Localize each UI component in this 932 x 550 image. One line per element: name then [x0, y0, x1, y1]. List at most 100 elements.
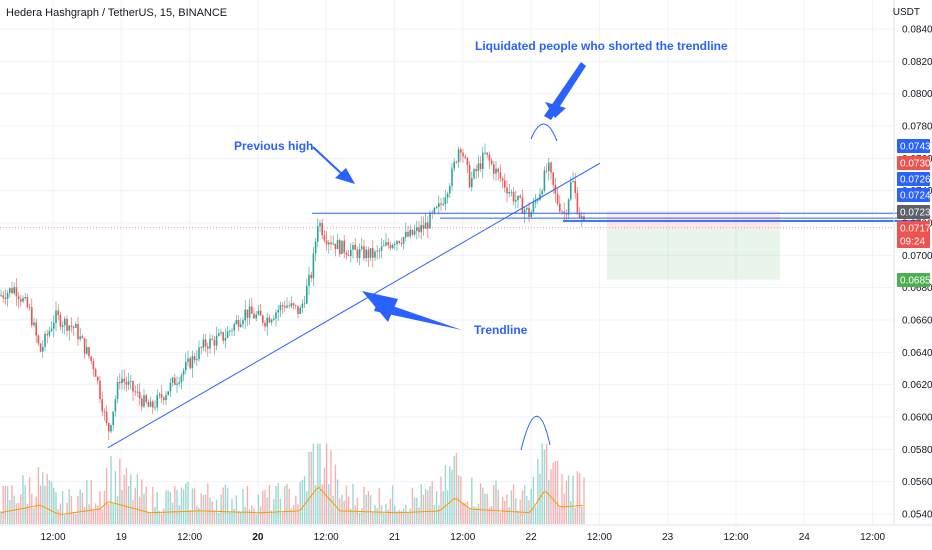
volume-bar [420, 483, 422, 524]
candle-body [396, 241, 398, 245]
candle-body [218, 333, 220, 336]
volume-bar [288, 488, 290, 524]
volume-bar [303, 476, 306, 524]
volume-bar [354, 505, 356, 524]
y-tick-label: 0.0660 [902, 316, 932, 327]
candle-body [222, 332, 224, 341]
x-tick-label: 19 [116, 532, 128, 543]
volume-bar [301, 479, 304, 524]
horizontal-levels[interactable] [0, 212, 920, 229]
volume-bar [398, 509, 400, 524]
candle-body [9, 288, 11, 293]
volume-bar [400, 510, 403, 524]
volume-bar [317, 443, 319, 524]
candle-body [37, 335, 40, 344]
candle-body [484, 152, 486, 154]
candle-body [314, 241, 317, 254]
volume-bar [336, 479, 339, 524]
volume-bar [497, 489, 499, 524]
volume-bar [125, 467, 128, 524]
trendline[interactable] [107, 162, 601, 449]
price-axis[interactable]: 0.08400.08200.08000.07800.07600.07400.07… [902, 25, 932, 521]
candle-body [534, 200, 537, 203]
volume-bar [418, 507, 420, 524]
candle-body [398, 241, 400, 243]
volume-bar [332, 495, 334, 524]
candle-body [576, 193, 579, 214]
candle-body [385, 242, 387, 246]
candle-body [477, 163, 480, 172]
candle-body [475, 169, 477, 172]
candle-body [422, 225, 425, 229]
volume-bar [22, 475, 24, 524]
candle-body [499, 172, 502, 179]
volume-bar [402, 508, 405, 524]
candle-body [75, 323, 77, 328]
candle-body [479, 163, 482, 170]
volume-bar [345, 485, 348, 524]
candle-body [6, 292, 9, 299]
candle-body [270, 319, 273, 323]
volume-bar [222, 487, 224, 524]
candle-body [138, 391, 141, 399]
candle-body [471, 178, 473, 188]
candle-body [468, 165, 471, 188]
arrow-drawings[interactable] [312, 62, 586, 451]
price-tag-label: 0.0724 [900, 191, 931, 202]
candle-body [376, 250, 378, 252]
candle-body [187, 358, 189, 362]
candle-body [244, 309, 246, 321]
candle-body [94, 369, 97, 377]
volume-bar [479, 483, 482, 524]
candle-body [363, 246, 365, 259]
volume-bar [70, 495, 73, 524]
candle-body [77, 323, 79, 340]
candle-body [488, 154, 491, 161]
candle-body [350, 249, 352, 256]
candle-body [317, 226, 319, 242]
candle-body [136, 391, 139, 393]
arc-volume-peak [520, 415, 551, 451]
volume-bar [273, 498, 275, 524]
y-tick-label: 0.0540 [902, 510, 932, 521]
x-tick-label: 12:00 [723, 532, 748, 543]
volume-bar [581, 506, 583, 524]
volume-bar [563, 493, 565, 524]
volume-bar [149, 513, 152, 524]
volume-bar [464, 502, 466, 524]
volume-bar [482, 487, 484, 524]
volume-bar [132, 500, 134, 524]
candle-body [308, 274, 310, 287]
candle-body [464, 156, 466, 158]
candle-body [4, 297, 7, 299]
candle-body [242, 320, 244, 325]
volume-bar [297, 504, 299, 524]
candle-body [81, 336, 84, 339]
candle-body [55, 310, 57, 323]
candle-body [259, 310, 262, 316]
short-position-box[interactable] [607, 211, 780, 280]
time-axis[interactable]: 12:00 19 12:00 20 12:00 21 12:00 22 12:00 23 12:00… [40, 532, 885, 543]
volume-bar [380, 505, 383, 524]
volume-bar [259, 506, 262, 524]
volume-bar [119, 458, 121, 524]
volume-bar [121, 490, 123, 524]
volume-bar [383, 513, 385, 524]
volume-bar [552, 462, 554, 524]
price-tag-bg [897, 221, 930, 235]
volume-bar [512, 484, 515, 524]
x-tick-label: 12:00 [450, 532, 475, 543]
candle-body [61, 325, 64, 327]
candle-body [145, 395, 147, 403]
candle-body [334, 243, 337, 250]
candle-body [519, 195, 521, 198]
volume-bar [473, 506, 475, 524]
x-tick-label: 12:00 [860, 532, 885, 543]
candle-body [457, 149, 460, 163]
volume-bar [251, 505, 253, 524]
candle-body [264, 322, 266, 327]
volume-bar [207, 483, 209, 524]
y-tick-label: 0.0820 [902, 57, 932, 68]
volume-bar [97, 505, 99, 524]
